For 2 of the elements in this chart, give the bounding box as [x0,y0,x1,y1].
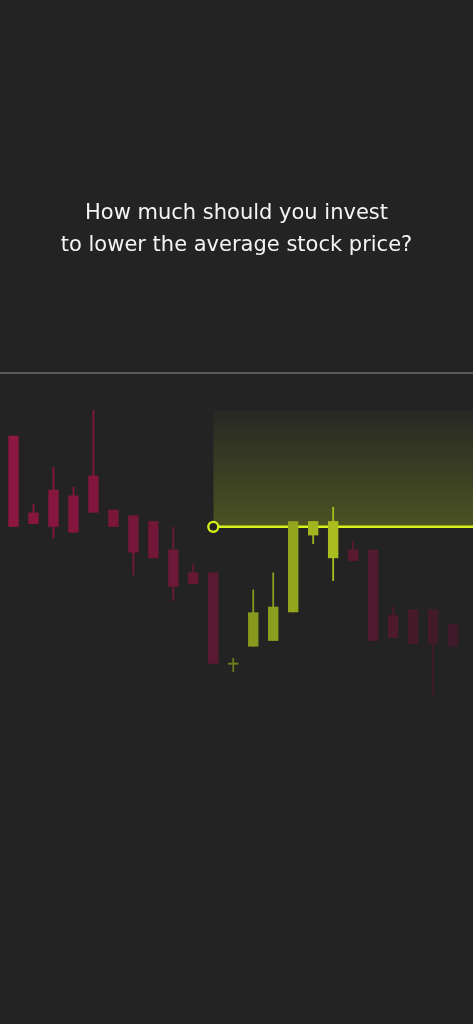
chart-title: How much should you invest to lower the average stock price? [59,199,414,258]
candlestick [228,657,239,673]
